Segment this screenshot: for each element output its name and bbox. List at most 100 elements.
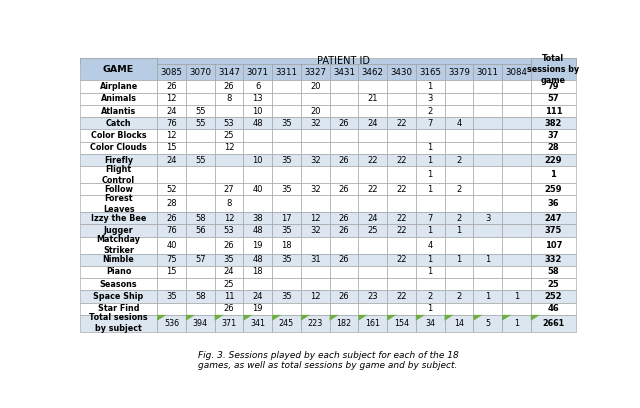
Text: 18: 18 [281,241,292,250]
Text: 25: 25 [367,226,378,235]
Bar [157,105,186,117]
Text: 20: 20 [310,106,321,115]
Text: 26: 26 [339,292,349,301]
Bar [445,93,474,105]
Bar [531,105,576,117]
Bar [301,142,330,154]
Text: 15: 15 [166,143,177,152]
Bar [416,224,445,237]
Bar [157,195,186,212]
Text: 1: 1 [428,185,433,194]
Bar [502,212,531,224]
Bar [330,266,358,278]
Bar [330,93,358,105]
Bar [474,278,502,290]
Text: Color Blocks: Color Blocks [91,131,147,140]
Bar [531,142,576,154]
Text: 341: 341 [250,319,265,328]
Text: 28: 28 [548,143,559,152]
Text: Fig. 3. Sessions played by each subject for each of the 18
games, as well as tot: Fig. 3. Sessions played by each subject … [198,350,458,370]
Text: 12: 12 [310,214,321,223]
Text: 3011: 3011 [477,68,499,77]
Text: 375: 375 [545,226,562,235]
Bar [243,237,272,253]
Bar [387,93,416,105]
Bar [214,80,243,93]
Text: 35: 35 [281,255,292,264]
Text: 52: 52 [166,185,177,194]
Text: 27: 27 [224,185,234,194]
Bar [474,166,502,183]
Text: 10: 10 [253,106,263,115]
Text: 12: 12 [166,131,177,140]
Bar [531,166,576,183]
Bar [445,105,474,117]
Text: Seasons: Seasons [100,280,138,289]
Text: 57: 57 [195,255,205,264]
Bar [157,303,186,315]
Bar [387,315,416,332]
Bar [531,290,576,303]
Text: Forest
Leaves: Forest Leaves [103,194,134,214]
Bar [272,278,301,290]
Polygon shape [157,315,166,321]
Bar [330,64,358,80]
Bar [416,290,445,303]
Bar [186,93,214,105]
Bar [330,212,358,224]
Text: 46: 46 [547,304,559,313]
Bar [416,315,445,332]
Text: 22: 22 [396,119,406,128]
Text: 332: 332 [545,255,562,264]
Bar [301,93,330,105]
Bar [445,224,474,237]
Bar [80,154,157,166]
Bar [214,105,243,117]
Bar [387,64,416,80]
Text: 154: 154 [394,319,409,328]
Text: 32: 32 [310,226,321,235]
Bar [214,195,243,212]
Text: 25: 25 [224,131,234,140]
Bar [387,117,416,129]
Bar [416,166,445,183]
Bar [358,80,387,93]
Bar [186,105,214,117]
Bar [330,315,358,332]
Bar [445,183,474,195]
Bar [301,64,330,80]
Bar [445,303,474,315]
Bar [80,58,157,64]
Bar [387,278,416,290]
Text: 32: 32 [310,119,321,128]
Text: 1: 1 [550,170,556,179]
Text: 32: 32 [310,155,321,164]
Bar [243,212,272,224]
Bar [358,253,387,266]
Bar [445,290,474,303]
Text: 1: 1 [485,292,490,301]
Text: 3: 3 [428,94,433,103]
Bar [186,64,214,80]
Bar [80,212,157,224]
Text: 18: 18 [252,268,263,277]
Text: 1: 1 [428,170,433,179]
Text: Piano: Piano [106,268,131,277]
Bar [301,266,330,278]
Bar [272,212,301,224]
Bar [243,129,272,142]
Bar [157,315,186,332]
Bar [272,129,301,142]
Bar [330,105,358,117]
Bar [157,278,186,290]
Bar [157,80,186,93]
Bar [416,237,445,253]
Bar [157,266,186,278]
Text: 36: 36 [548,199,559,208]
Text: 38: 38 [252,214,263,223]
Bar [445,64,474,80]
Bar [474,315,502,332]
Bar [474,80,502,93]
Text: 25: 25 [224,280,234,289]
Text: 26: 26 [339,119,349,128]
